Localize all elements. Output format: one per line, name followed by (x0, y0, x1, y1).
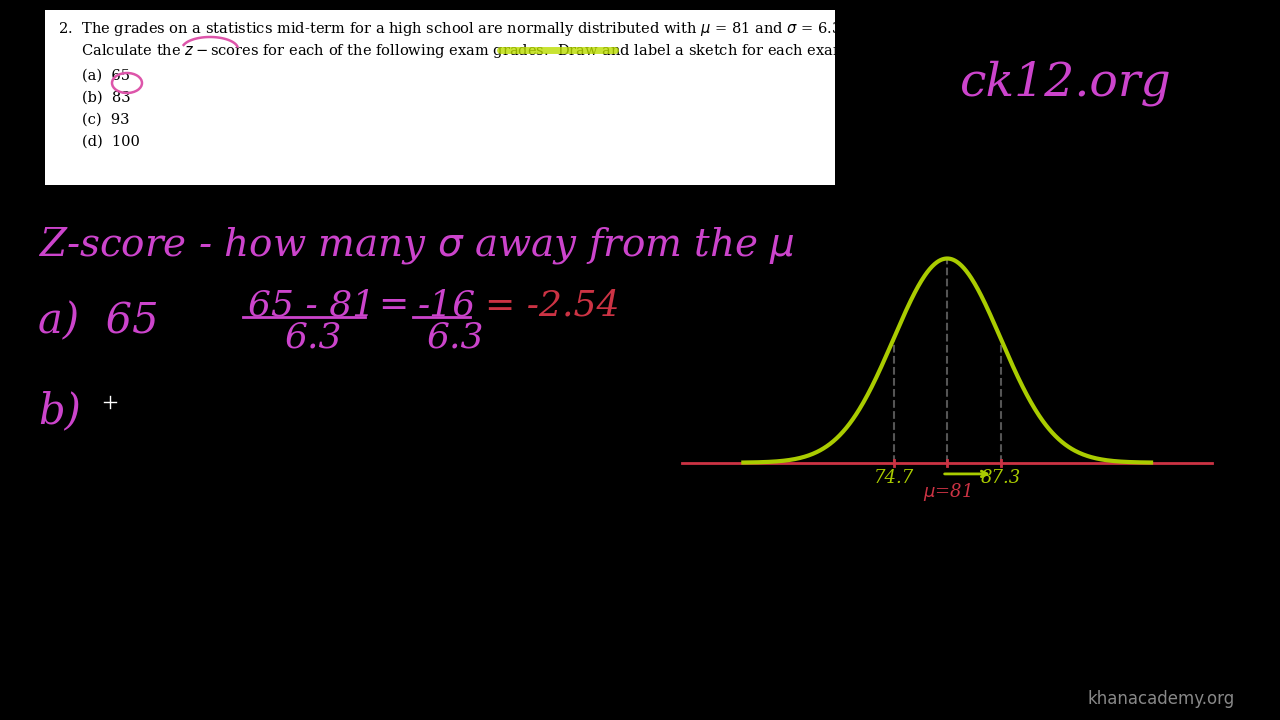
Text: (d)  100: (d) 100 (82, 135, 140, 149)
Text: 2.  The grades on a statistics mid-term for a high school are normally distribut: 2. The grades on a statistics mid-term f… (58, 20, 846, 38)
Text: 87.3: 87.3 (980, 469, 1021, 487)
Text: 6.3: 6.3 (428, 320, 485, 354)
Text: Calculate the $z-$scores for each of the following exam grades.  Draw and label : Calculate the $z-$scores for each of the… (58, 42, 874, 60)
Text: khanacademy.org: khanacademy.org (1088, 690, 1235, 708)
Text: ck12.org: ck12.org (960, 60, 1171, 106)
Bar (45, 10, 835, 185)
Text: -16: -16 (419, 288, 476, 322)
Text: a)  65: a) 65 (38, 300, 159, 342)
Text: 74.7: 74.7 (873, 469, 914, 487)
Text: =: = (378, 288, 408, 322)
Text: (c)  93: (c) 93 (82, 113, 129, 127)
Text: (b)  83: (b) 83 (82, 91, 131, 105)
Text: = -2.54: = -2.54 (485, 288, 620, 322)
Text: 6.3: 6.3 (285, 320, 343, 354)
Text: 65 - 81: 65 - 81 (248, 288, 375, 322)
Text: (a)  65: (a) 65 (82, 69, 131, 83)
Text: $\mu$=81: $\mu$=81 (923, 482, 972, 503)
Text: b): b) (38, 390, 81, 432)
Text: Z-score - how many $\sigma$ away from the $\mu$: Z-score - how many $\sigma$ away from th… (38, 225, 795, 266)
